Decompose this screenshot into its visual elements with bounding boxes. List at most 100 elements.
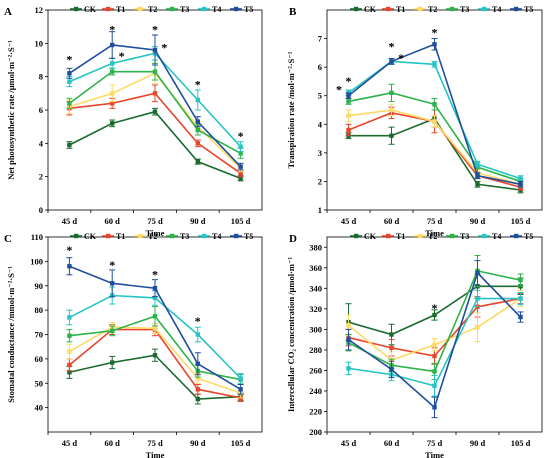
legend-label: T4 (492, 232, 501, 241)
legend-swatch-marker (202, 6, 207, 12)
data-point (238, 164, 243, 169)
significance-marker: * (119, 49, 125, 63)
data-point (195, 119, 200, 124)
y-tick-label: 6 (318, 62, 322, 72)
data-point (389, 107, 394, 113)
y-tick-label: 220 (309, 406, 322, 416)
data-point (238, 176, 243, 181)
data-point (518, 277, 523, 283)
legend-swatch-marker (354, 233, 359, 239)
y-tick-label: 1 (318, 205, 322, 215)
legend: CK T1 T2 T3 T4 T5 (70, 5, 253, 14)
data-point (518, 296, 523, 301)
legend-item-t5: T5 (230, 5, 253, 14)
legend-swatch-marker (418, 233, 423, 239)
data-point (389, 59, 394, 64)
data-point (238, 387, 243, 392)
data-point (518, 182, 523, 187)
legend-item-t5: T5 (510, 5, 533, 14)
y-axis-title: Net photosynthetic rate /μmol·m⁻²·S⁻¹ (6, 40, 16, 180)
data-point (110, 61, 115, 66)
data-point (110, 281, 115, 286)
x-tick-label: 75 d (427, 438, 443, 448)
y-tick-label: 90 (35, 281, 44, 291)
legend-label: T4 (492, 5, 501, 14)
legend-item-ck: CK (350, 232, 377, 241)
significance-marker: * (161, 41, 167, 55)
data-point (152, 91, 158, 96)
significance-marker: * (109, 22, 115, 36)
significance-marker: * (398, 51, 404, 65)
plot-frame (326, 236, 543, 433)
data-point (67, 79, 72, 84)
data-point (67, 370, 72, 375)
legend-swatch-marker (74, 6, 79, 12)
data-point (238, 376, 243, 381)
chart-panel-c: C 40 50 60 70 80 90 100 110 45 d 60 d 75 d 90 d 105 d… (4, 232, 263, 458)
legend-label: T1 (396, 5, 405, 14)
series-line (69, 110, 241, 180)
legend-swatch-marker (106, 233, 111, 239)
legend-item-t3: T3 (166, 5, 189, 14)
significance-marker: * (336, 83, 342, 97)
y-tick-label: 80 (35, 305, 44, 315)
data-point (67, 101, 72, 106)
legend-item-t5: T5 (230, 232, 253, 241)
data-point (432, 119, 437, 124)
legend-item-ck: CK (70, 5, 97, 14)
x-tick-label: 75 d (427, 216, 443, 226)
data-point (475, 325, 480, 330)
legend-swatch-marker (138, 6, 143, 12)
y-axis-title: Transpiration rate /mol·m⁻²·S⁻¹ (286, 51, 296, 168)
y-tick-label: 10 (35, 38, 44, 48)
y-tick-label: 360 (309, 263, 322, 273)
data-point (152, 314, 158, 319)
data-point (110, 360, 115, 365)
significance-marker: * (152, 22, 158, 36)
legend-item-t3: T3 (166, 232, 189, 241)
legend-label: T3 (460, 5, 469, 14)
data-point (67, 315, 72, 320)
legend-item-t1: T1 (102, 5, 125, 14)
data-point (195, 97, 200, 103)
data-point (518, 314, 523, 320)
legend-label: T2 (428, 232, 437, 241)
data-point (67, 333, 72, 338)
legend-swatch-marker (482, 6, 487, 12)
y-tick-label: 60 (35, 354, 44, 364)
data-point (432, 42, 437, 47)
data-point (152, 353, 158, 358)
x-tick-label: 90 d (190, 216, 206, 226)
data-point (432, 353, 437, 359)
series-t2 (345, 289, 524, 369)
chart-panel-b: B 1 2 3 4 5 6 7 45 d 60 d 75 d 90 d 105 d Time Transpi… (286, 5, 543, 238)
x-tick-label: 45 d (62, 216, 78, 226)
x-tick-label: 105 d (511, 438, 531, 448)
data-point (346, 93, 351, 98)
y-tick-label: 260 (309, 365, 322, 375)
x-tick-label: 105 d (231, 438, 251, 448)
legend-swatch-marker (354, 6, 359, 12)
legend-label: T3 (180, 232, 189, 241)
y-tick-label: 110 (31, 232, 43, 242)
x-tick-label: 45 d (62, 438, 78, 448)
data-point (389, 332, 394, 337)
data-point (475, 270, 480, 276)
x-tick-label: 90 d (470, 216, 486, 226)
data-point (475, 182, 480, 187)
data-point (152, 69, 158, 74)
data-point (238, 171, 243, 176)
series-ck (66, 107, 244, 182)
data-point (110, 42, 115, 48)
legend-item-t4: T4 (478, 232, 501, 241)
data-point (67, 349, 72, 354)
data-point (389, 345, 394, 351)
legend-label: CK (364, 232, 377, 241)
data-point (346, 113, 351, 118)
legend-swatch-marker (450, 6, 455, 12)
legend-swatch-marker (106, 6, 111, 12)
data-point (67, 362, 72, 368)
data-point (432, 383, 437, 389)
panel-letter: C (4, 233, 12, 245)
legend-swatch-marker (234, 233, 239, 239)
